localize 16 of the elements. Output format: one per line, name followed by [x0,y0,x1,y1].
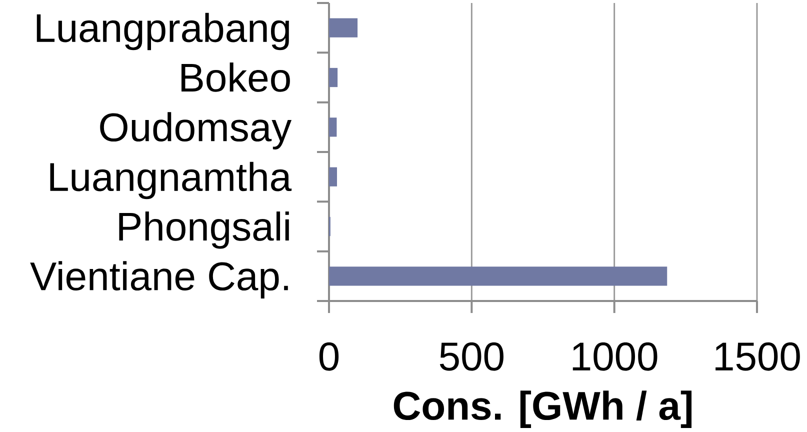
x-tick-label: 1000 [572,342,658,371]
y-tick-label: Vientiane Cap. [30,261,288,298]
bar [329,18,358,38]
x-axis-title: Cons. [GWh / a] [394,390,692,428]
x-tick-label: 1500 [716,342,800,371]
y-tick-label: Luangnamtha [50,162,292,200]
y-tick-label: Bokeo [181,62,290,92]
bar [329,68,338,88]
y-tick-label: Oudomsay [100,112,292,150]
bar [329,167,337,186]
y-tick-label: Luangprabang [36,12,289,50]
x-tick-label: 500 [440,342,504,371]
bar [329,118,337,137]
bar [329,266,668,286]
y-tick-label: Phongsali [119,212,289,249]
x-tick-label: 0 [319,342,339,371]
